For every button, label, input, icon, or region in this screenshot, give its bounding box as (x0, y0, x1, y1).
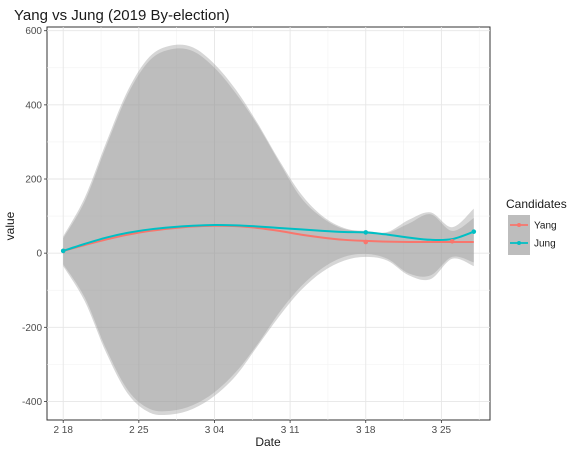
y-axis-title: value (3, 211, 17, 240)
data-points (60, 229, 477, 254)
legend-marker-yang (517, 223, 521, 227)
y-tick-label: 0 (36, 249, 42, 260)
data-point-jung (471, 229, 477, 234)
chart-title: Yang vs Jung (2019 By-election) (14, 7, 230, 24)
legend-marker-jung (517, 241, 521, 245)
data-point-yang (363, 239, 369, 245)
legend-key-background (508, 215, 530, 255)
legend-label-yang: Yang (534, 221, 557, 232)
x-tick-label: 3 18 (356, 425, 376, 436)
data-point-yang (449, 238, 455, 244)
x-axis-title: Date (255, 435, 281, 449)
data-point-jung (363, 230, 369, 235)
legend-title: Candidates (506, 197, 567, 211)
y-axis-ticks: -400 -200 0 200 400 600 (22, 26, 47, 408)
y-tick-label: -200 (22, 323, 42, 334)
plot-panel (46, 26, 491, 421)
legend: Candidates Yang Jung (506, 197, 567, 255)
y-tick-label: -400 (22, 397, 42, 408)
x-tick-label: 3 04 (205, 425, 225, 436)
y-tick-label: 400 (25, 100, 42, 111)
x-axis-ticks: 2 18 2 25 3 04 3 11 3 18 3 25 (53, 420, 452, 436)
grid-lines (47, 27, 490, 420)
series-line-jung (62, 223, 475, 252)
x-tick-label: 2 25 (129, 425, 149, 436)
series-lines (62, 223, 475, 252)
x-tick-label: 3 11 (281, 425, 300, 436)
x-tick-label: 2 18 (53, 425, 73, 436)
legend-label-jung: Jung (534, 239, 556, 250)
y-tick-label: 200 (25, 175, 42, 186)
series-line-yang (62, 224, 474, 252)
data-point-jung (60, 248, 66, 254)
x-tick-label: 3 25 (432, 425, 452, 436)
y-tick-label: 600 (25, 26, 42, 37)
